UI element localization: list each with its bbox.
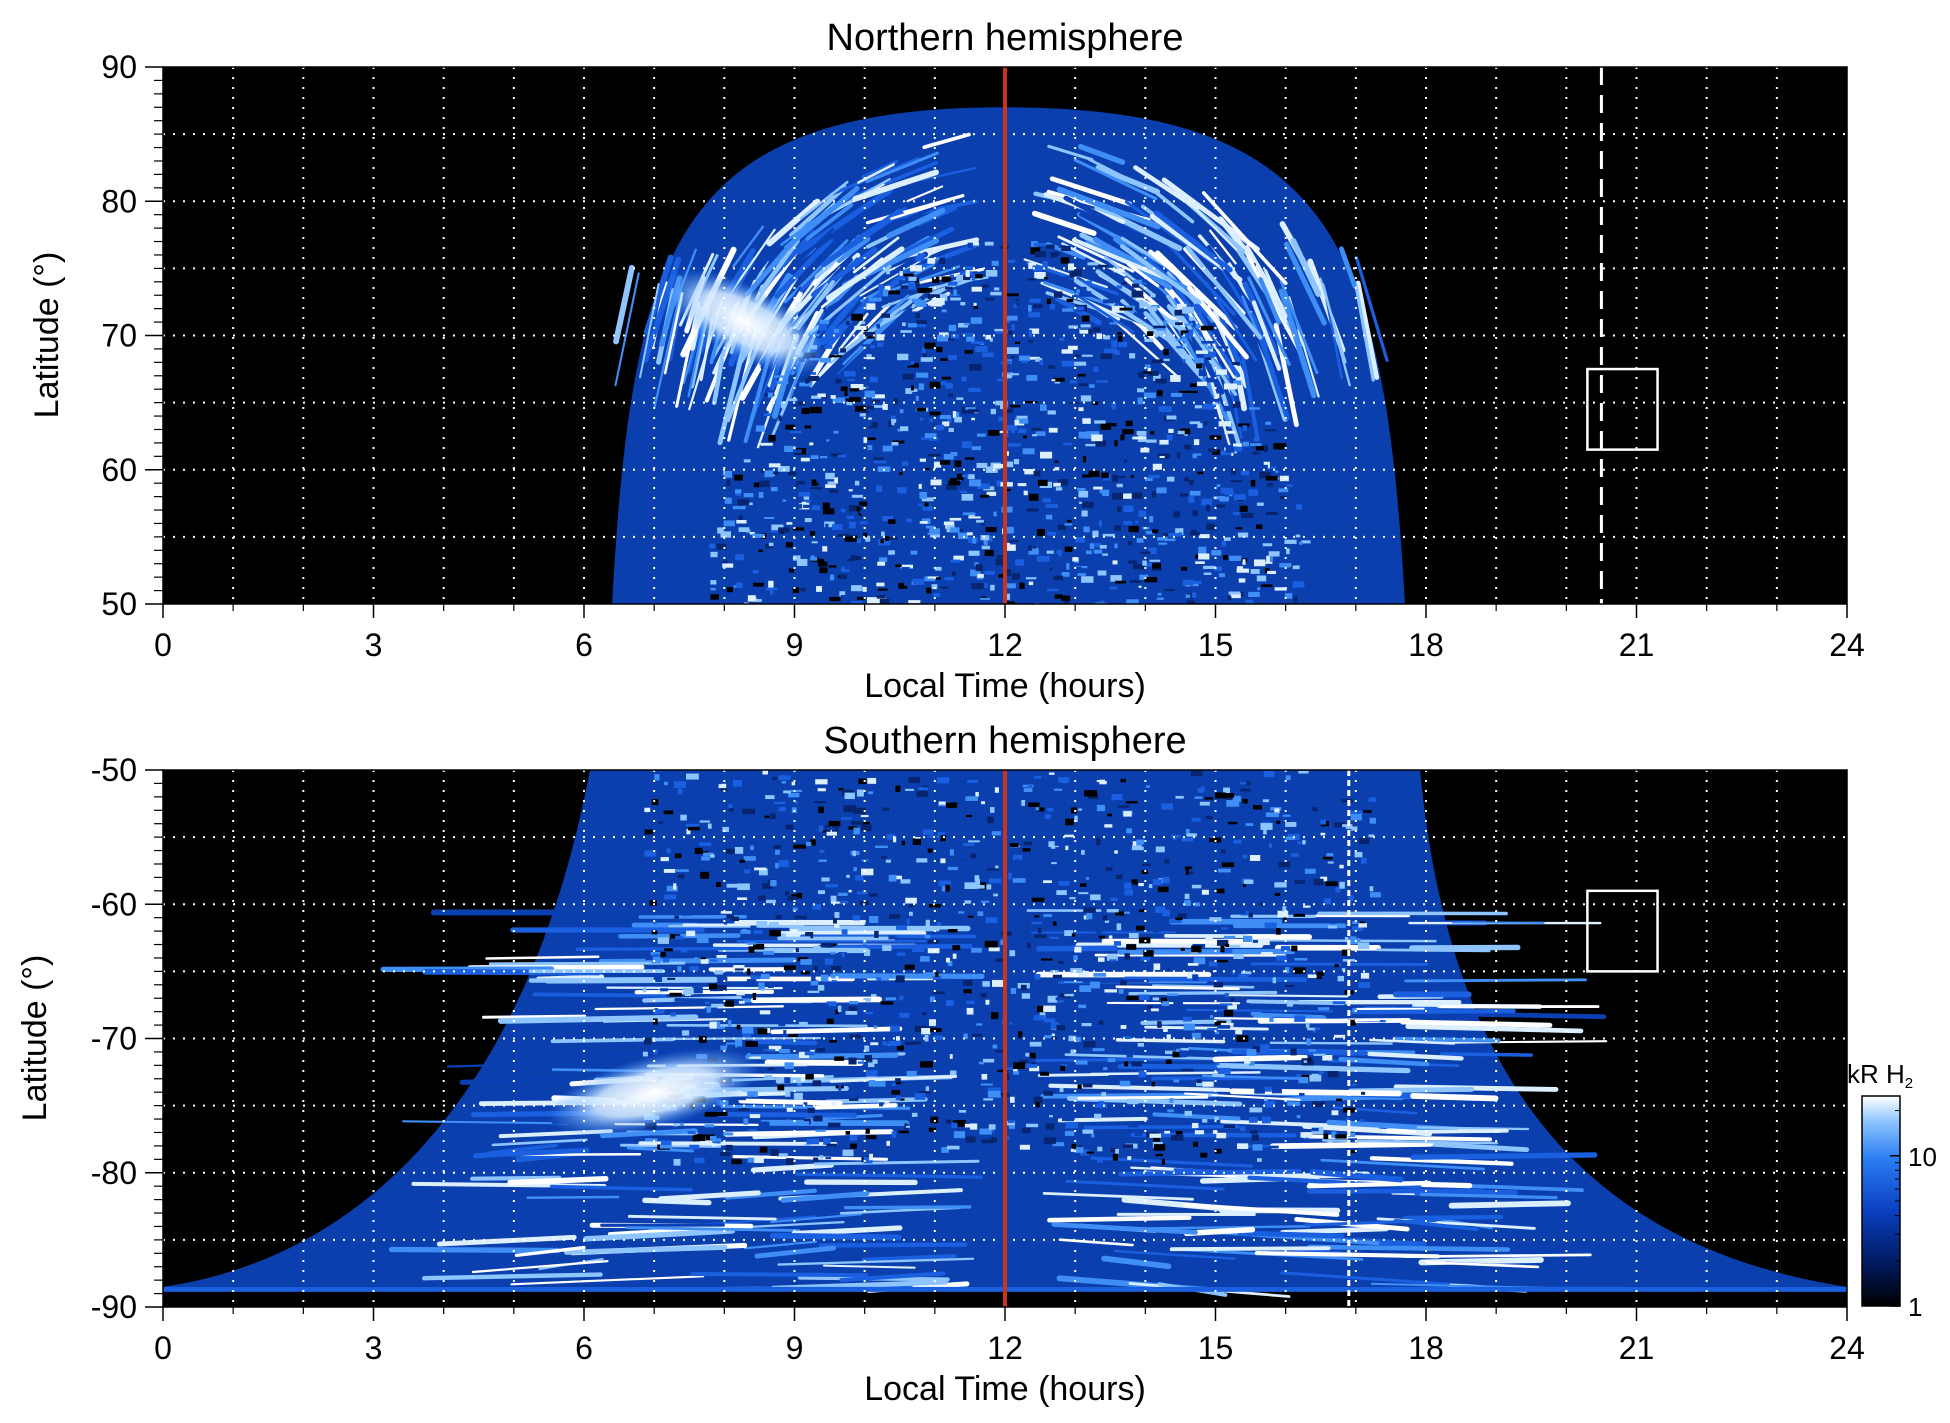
x-tick-label: 24 xyxy=(1829,627,1865,663)
y-tick-label: -70 xyxy=(91,1021,137,1057)
emission-map xyxy=(612,107,1405,604)
x-tick-label: 3 xyxy=(365,1330,383,1366)
y-axis-label: Latitude (°) xyxy=(16,955,54,1122)
x-tick-label: 9 xyxy=(786,627,804,663)
highlight-box xyxy=(1586,367,1659,451)
colorbar-gradient xyxy=(1861,1095,1901,1307)
colorbar: kR H2 1 10 xyxy=(1847,1059,1937,1322)
y-tick-label: -50 xyxy=(91,752,137,788)
colorbar-tick-label: 1 xyxy=(1908,1292,1922,1322)
y-tick-label: 60 xyxy=(101,452,137,488)
northern-hemisphere-panel: Northern hemisphere 0 3 6 9 12 15 18 21 24 50 60 70… xyxy=(28,17,1865,705)
colorbar-tick-label: 10 xyxy=(1908,1142,1937,1172)
x-tick-label: 6 xyxy=(575,627,593,663)
bright-patch xyxy=(664,269,827,375)
y-tick-label: -80 xyxy=(91,1155,137,1191)
x-tick-label: 18 xyxy=(1408,1330,1444,1366)
y-axis-label: Latitude (°) xyxy=(28,252,66,419)
highlight-box xyxy=(1586,889,1659,973)
x-tick-label: 21 xyxy=(1619,627,1655,663)
bright-patch xyxy=(547,1048,762,1137)
colorbar-ticks: 1 10 xyxy=(1890,1110,1937,1322)
x-tick-label: 24 xyxy=(1829,1330,1865,1366)
emission-region xyxy=(612,107,1405,604)
x-axis-label: Local Time (hours) xyxy=(864,667,1146,705)
x-tick-label: 18 xyxy=(1408,627,1444,663)
panel-title: Southern hemisphere xyxy=(823,720,1186,762)
overlays xyxy=(1003,770,1659,1307)
southern-hemisphere-panel: Southern hemisphere 0 3 6 9 12 15 18 21 24 -50 -60… xyxy=(16,720,1865,1408)
y-tick-label: 90 xyxy=(101,49,137,85)
x-tick-label: 12 xyxy=(987,627,1023,663)
x-tick-label: 12 xyxy=(987,1330,1023,1366)
axes: 0 3 6 9 12 15 18 21 24 -50 -60 -70 -80 -90 xyxy=(91,752,1865,1366)
colorbar-label: kR H2 xyxy=(1847,1059,1913,1092)
x-tick-label: 21 xyxy=(1619,1330,1655,1366)
x-tick-label: 9 xyxy=(786,1330,804,1366)
y-tick-label: -60 xyxy=(91,886,137,922)
x-tick-label: 3 xyxy=(365,627,383,663)
y-tick-label: 80 xyxy=(101,183,137,219)
y-tick-label: 70 xyxy=(101,318,137,354)
x-tick-label: 15 xyxy=(1198,627,1234,663)
x-tick-label: 0 xyxy=(154,1330,172,1366)
panel-title: Northern hemisphere xyxy=(827,17,1184,59)
x-tick-label: 0 xyxy=(154,627,172,663)
overlays xyxy=(1003,67,1659,604)
y-tick-label: 50 xyxy=(101,586,137,622)
x-axis-label: Local Time (hours) xyxy=(864,1370,1146,1408)
y-tick-label: -90 xyxy=(91,1289,137,1325)
axes: 0 3 6 9 12 15 18 21 24 50 60 70 80 90 xyxy=(101,49,1864,663)
x-tick-label: 6 xyxy=(575,1330,593,1366)
x-tick-label: 15 xyxy=(1198,1330,1234,1366)
